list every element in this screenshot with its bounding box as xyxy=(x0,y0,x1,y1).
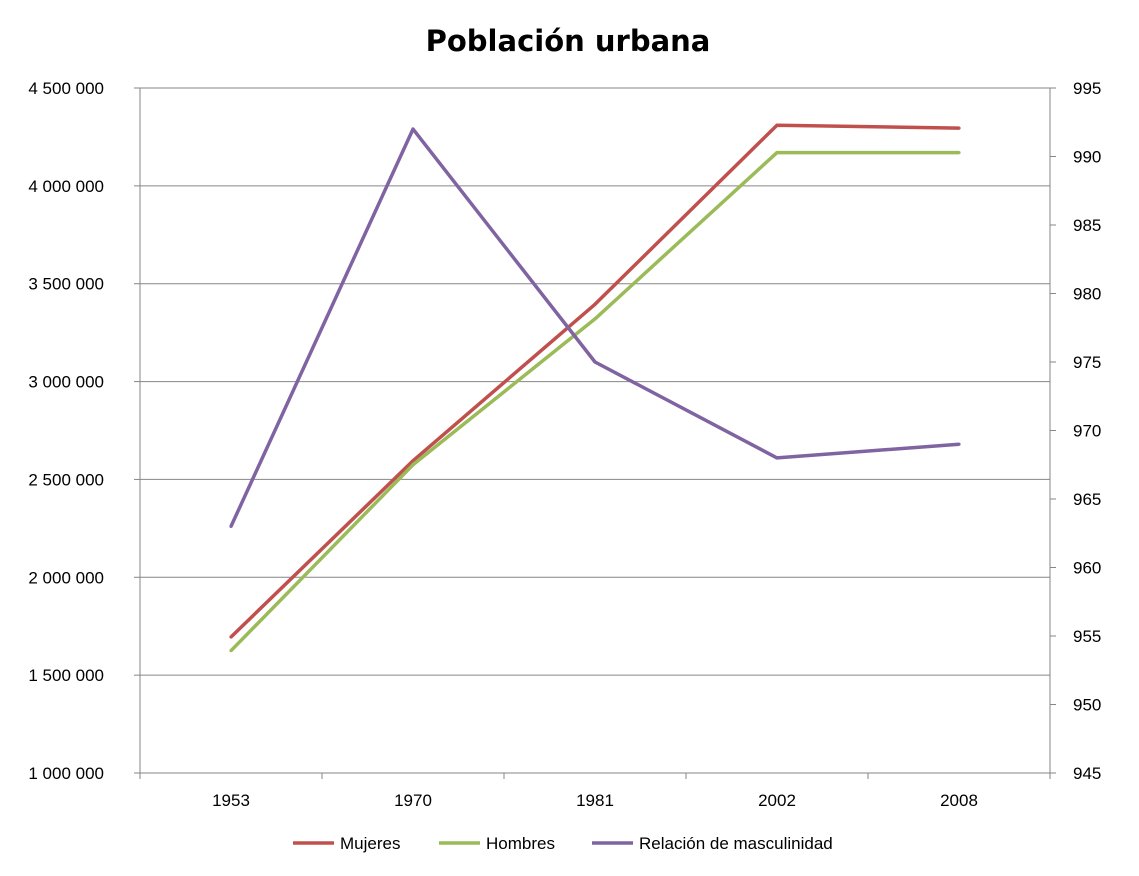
right-tick-label: 975 xyxy=(1073,353,1101,372)
left-tick-label: 2 500 000 xyxy=(28,470,104,489)
series-point xyxy=(411,127,415,131)
series-point xyxy=(957,150,961,155)
left-tick-label: 1 000 000 xyxy=(28,764,104,783)
right-tick-label: 970 xyxy=(1073,422,1101,441)
series-lines xyxy=(229,123,961,653)
x-tick-label: 2002 xyxy=(758,791,796,810)
right-tick-label: 990 xyxy=(1073,148,1101,167)
series-line-1 xyxy=(229,150,959,652)
left-tick-label: 3 000 000 xyxy=(28,373,104,392)
legend-label: Relación de masculinidad xyxy=(639,834,833,853)
x-tick-label: 2008 xyxy=(940,791,978,810)
x-axis: 1953 1970 1981 2002 2008 xyxy=(139,773,1051,810)
x-tick-label: 1981 xyxy=(576,791,614,810)
x-tick-label: 1970 xyxy=(394,791,432,810)
series-point xyxy=(593,317,597,321)
right-tick-label: 965 xyxy=(1073,490,1101,509)
left-tick-label: 4 000 000 xyxy=(28,177,104,196)
right-tick-label: 980 xyxy=(1073,285,1101,304)
legend: Mujeres Hombres Relación de masculinidad xyxy=(293,834,833,853)
series-point xyxy=(229,649,233,653)
x-tick-label: 1953 xyxy=(212,791,250,810)
series-line-2 xyxy=(229,127,960,528)
left-tick-label: 3 500 000 xyxy=(28,275,104,294)
series-point xyxy=(775,150,779,155)
series-point xyxy=(775,123,779,127)
series-point xyxy=(411,459,415,463)
legend-label: Hombres xyxy=(486,834,555,853)
right-tick-label: 960 xyxy=(1073,559,1101,578)
right-tick-label: 995 xyxy=(1073,79,1101,98)
right-axis: 945 950 955 960 965 970 975 980 985 990 995 xyxy=(1050,79,1101,783)
series-point xyxy=(957,442,961,446)
right-tick-label: 955 xyxy=(1073,627,1101,646)
series-point xyxy=(411,463,415,467)
left-tick-label: 2 000 000 xyxy=(28,568,104,587)
legend-label: Mujeres xyxy=(340,834,400,853)
right-tick-label: 945 xyxy=(1073,764,1101,783)
series-point xyxy=(957,126,961,130)
left-tick-label: 1 500 000 xyxy=(28,666,104,685)
series-point xyxy=(229,635,233,639)
series-point xyxy=(593,360,597,364)
series-point xyxy=(229,524,233,529)
left-axis: 1 000 000 1 500 000 2 000 000 2 500 000 3 00… xyxy=(28,79,140,783)
left-tick-label: 4 500 000 xyxy=(28,79,104,98)
series-point xyxy=(775,456,779,460)
right-tick-label: 985 xyxy=(1073,216,1101,235)
chart-title: Población urbana xyxy=(426,24,711,58)
right-tick-label: 950 xyxy=(1073,696,1101,715)
series-point xyxy=(593,302,597,306)
